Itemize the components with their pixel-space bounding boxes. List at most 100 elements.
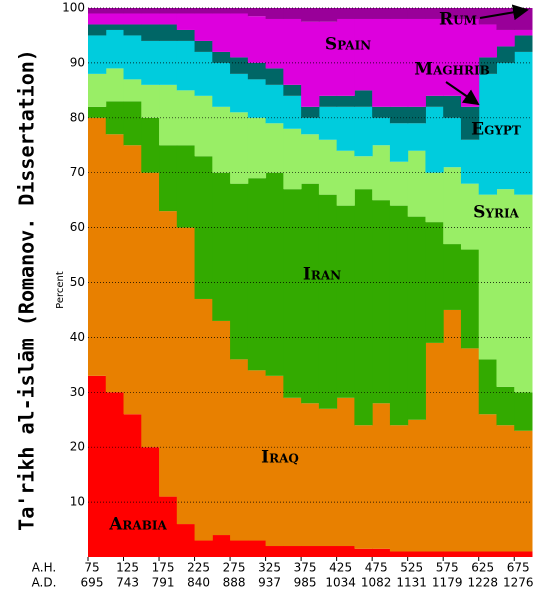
x-tick-label: 175 xyxy=(152,561,175,575)
area-step xyxy=(141,447,160,557)
area-step xyxy=(425,551,444,557)
area-step xyxy=(159,8,178,14)
area-step xyxy=(372,117,391,146)
area-step xyxy=(496,386,515,426)
area-step xyxy=(336,546,355,557)
region-label: Spain xyxy=(325,35,371,55)
area-step xyxy=(496,8,515,30)
area-step xyxy=(425,106,444,173)
area-step xyxy=(425,95,444,107)
area-step xyxy=(247,117,267,179)
x2-tick-label: 1179 xyxy=(432,576,463,590)
area-step xyxy=(443,95,462,118)
area-step xyxy=(230,112,249,184)
area-step xyxy=(230,8,249,14)
area-step xyxy=(212,172,231,321)
area-step xyxy=(212,320,231,536)
area-step xyxy=(159,145,178,212)
area-step xyxy=(265,375,284,547)
area-step xyxy=(265,18,284,69)
area-step xyxy=(372,548,391,557)
area-step xyxy=(247,540,267,557)
area-step xyxy=(443,244,462,310)
area-step xyxy=(318,408,338,547)
x-tick-label: 275 xyxy=(223,561,246,575)
area-step xyxy=(247,178,267,371)
area-step xyxy=(194,298,213,541)
area-step xyxy=(283,189,302,398)
area-step xyxy=(389,106,409,124)
area-step xyxy=(514,551,533,557)
area-step xyxy=(514,194,533,393)
area-step xyxy=(425,18,444,96)
area-step xyxy=(159,84,178,146)
area-step xyxy=(389,425,409,552)
area-step xyxy=(265,68,284,85)
area-step xyxy=(123,24,142,36)
area-step xyxy=(496,46,515,63)
area-step xyxy=(283,8,302,19)
area-step xyxy=(212,8,231,14)
area-step xyxy=(247,8,267,17)
area-step xyxy=(496,29,515,47)
area-step xyxy=(123,101,142,146)
area-step xyxy=(407,106,426,124)
area-step xyxy=(425,342,444,552)
area-step xyxy=(354,425,373,549)
area-step xyxy=(176,13,196,30)
area-step xyxy=(443,18,462,96)
area-step xyxy=(159,40,178,85)
x2-tick-label: 888 xyxy=(223,576,246,590)
area-step xyxy=(478,551,497,557)
area-step xyxy=(283,95,302,129)
rum-arrow xyxy=(479,4,529,21)
area-step xyxy=(407,419,426,552)
area-step xyxy=(88,8,107,14)
area-step xyxy=(230,57,249,74)
x2-tick-label: 937 xyxy=(258,576,281,590)
area-step xyxy=(88,375,107,557)
area-step xyxy=(88,106,107,118)
area-step xyxy=(478,414,497,552)
area-step xyxy=(372,8,391,19)
area-step xyxy=(425,172,444,223)
area-step xyxy=(443,117,462,168)
area-step xyxy=(105,101,125,135)
area-step xyxy=(336,18,355,96)
area-step xyxy=(194,95,213,157)
area-step xyxy=(443,309,462,552)
area-step xyxy=(141,40,160,85)
area-step xyxy=(230,540,249,557)
y-tick-label: 10 xyxy=(70,495,85,509)
area-step xyxy=(88,24,107,36)
area-step xyxy=(389,18,409,107)
x2-axis-title: A.D. xyxy=(32,576,57,590)
area-step xyxy=(194,156,213,299)
area-step xyxy=(141,84,160,118)
area-step xyxy=(230,183,249,360)
area-step xyxy=(247,370,267,541)
area-step xyxy=(336,150,355,206)
x-tick-label: 75 xyxy=(84,561,99,575)
area-step xyxy=(460,249,480,349)
area-step xyxy=(212,535,231,557)
area-step xyxy=(194,51,213,96)
area-step xyxy=(194,13,213,41)
area-step xyxy=(141,24,160,41)
x-tick-label: 475 xyxy=(365,561,388,575)
area-step xyxy=(460,348,480,552)
y-tick-label: 30 xyxy=(70,385,85,399)
area-step xyxy=(194,40,213,52)
y-tick-label: 40 xyxy=(70,330,85,344)
area-step xyxy=(318,106,338,140)
region-label: Syria xyxy=(473,203,519,223)
area-step xyxy=(318,95,338,107)
plot-area xyxy=(88,8,533,557)
area-step xyxy=(283,546,302,557)
area-step xyxy=(372,200,391,404)
area-step xyxy=(265,123,284,173)
area-step xyxy=(514,51,533,195)
area-step xyxy=(141,172,160,448)
area-step xyxy=(141,8,160,14)
